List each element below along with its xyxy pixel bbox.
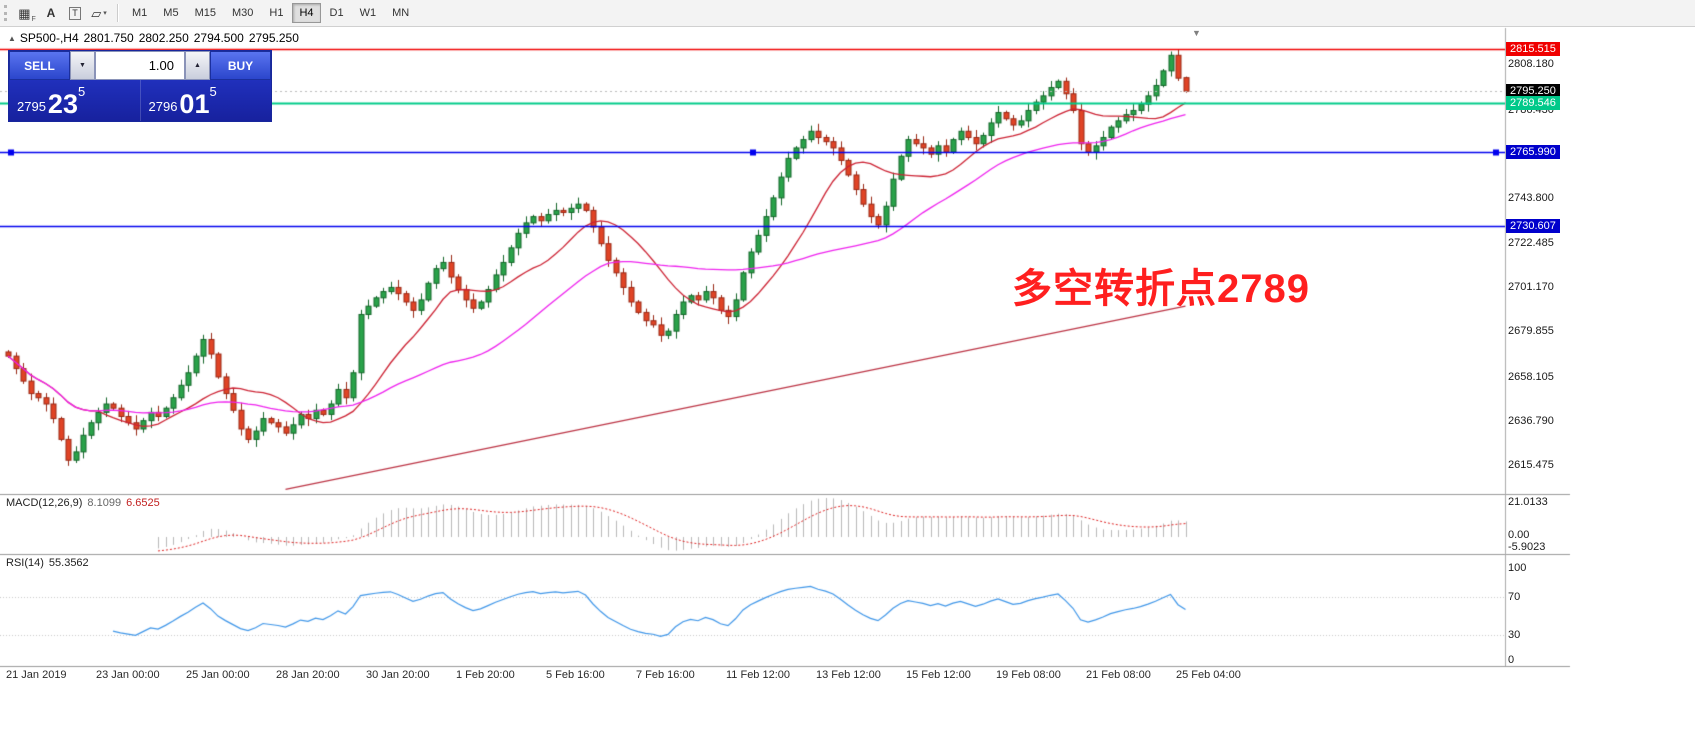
timeframe-button-M30[interactable]: M30 bbox=[225, 3, 260, 23]
timeframe-button-M5[interactable]: M5 bbox=[156, 3, 185, 23]
rsi-value: 55.3562 bbox=[48, 557, 89, 569]
trade-panel-controls: SELL ▼ ▲ BUY bbox=[9, 51, 271, 80]
ohlc-close: 2795.250 bbox=[248, 31, 299, 45]
macd-value-main: 8.1099 bbox=[87, 497, 122, 509]
toolbar: ▦ F A T ▱ ▾ M1 M5 M15 M30 H1 H4 D1 W1 MN bbox=[0, 0, 1695, 27]
timeframe-button-MN[interactable]: MN bbox=[385, 3, 416, 23]
shapes-dropdown-icon[interactable]: ▱ ▾ bbox=[87, 2, 111, 24]
buy-price[interactable]: 2796 01 5 bbox=[139, 80, 272, 121]
one-click-trading-panel: SELL ▼ ▲ BUY 2795 23 5 2796 01 5 bbox=[8, 50, 272, 122]
macd-indicator-label: MACD(12,26,9) 8.1099 6.6525 bbox=[6, 497, 160, 509]
sell-button[interactable]: SELL bbox=[9, 51, 70, 80]
timeframe-group: M1 M5 M15 M30 H1 H4 D1 W1 MN bbox=[124, 3, 417, 23]
toolbar-separator bbox=[117, 4, 118, 22]
grid-cursor-icon[interactable]: ▦ F bbox=[15, 2, 39, 24]
timeframe-button-M1[interactable]: M1 bbox=[125, 3, 154, 23]
annotation-text: 多空转折点2789 bbox=[1012, 267, 1310, 311]
buy-price-sup: 5 bbox=[209, 84, 217, 99]
ohlc-low: 2794.500 bbox=[193, 31, 244, 45]
macd-name: MACD(12,26,9) bbox=[6, 497, 83, 509]
timeframe-button-M15[interactable]: M15 bbox=[188, 3, 223, 23]
symbol-period-label: SP500-,H4 bbox=[19, 31, 79, 45]
ohlc-open: 2801.750 bbox=[83, 31, 134, 45]
timeframe-button-H1[interactable]: H1 bbox=[262, 3, 290, 23]
text-label-icon[interactable]: A bbox=[39, 2, 63, 24]
text-box-icon[interactable]: T bbox=[63, 2, 87, 24]
timeframe-button-D1[interactable]: D1 bbox=[323, 3, 351, 23]
buy-button[interactable]: BUY bbox=[210, 51, 271, 80]
chart-title: ▲ SP500-,H4 2801.750 2802.250 2794.500 2795.2… bbox=[8, 31, 304, 45]
timeframe-button-W1[interactable]: W1 bbox=[353, 3, 384, 23]
volume-down-button[interactable]: ▼ bbox=[70, 51, 95, 80]
ohlc-high: 2802.250 bbox=[138, 31, 189, 45]
buy-price-prefix: 2796 bbox=[148, 99, 178, 114]
drawing-tools-group: ▦ F A T ▱ ▾ bbox=[15, 2, 111, 24]
chart-shift-marker-icon[interactable]: ▼ bbox=[1192, 28, 1201, 38]
collapse-icon[interactable]: ▲ bbox=[8, 34, 16, 43]
macd-value-signal: 6.6525 bbox=[126, 497, 160, 509]
buy-price-main: 01 bbox=[179, 88, 210, 119]
toolbar-gripper[interactable] bbox=[4, 5, 10, 21]
volume-input[interactable] bbox=[95, 51, 185, 80]
sell-price[interactable]: 2795 23 5 bbox=[9, 80, 140, 121]
volume-up-button[interactable]: ▲ bbox=[185, 51, 210, 80]
rsi-indicator-label: RSI(14) 55.3562 bbox=[6, 557, 89, 569]
sell-price-sup: 5 bbox=[77, 84, 86, 99]
timeframe-button-H4[interactable]: H4 bbox=[292, 3, 321, 23]
rsi-name: RSI(14) bbox=[6, 557, 44, 569]
sell-price-prefix: 2795 bbox=[17, 99, 46, 114]
trade-panel-prices: 2795 23 5 2796 01 5 bbox=[9, 80, 271, 121]
sell-price-main: 23 bbox=[47, 88, 78, 119]
